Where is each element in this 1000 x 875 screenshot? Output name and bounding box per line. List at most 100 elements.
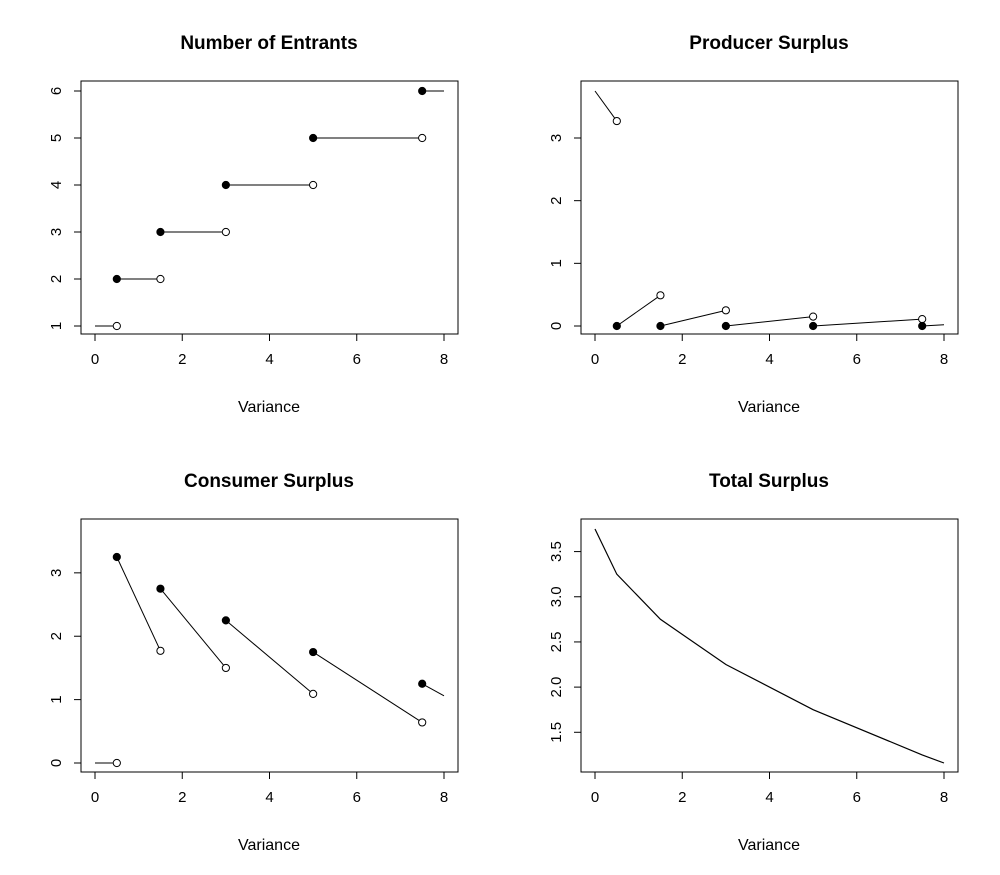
y-tick-label: 1 bbox=[48, 695, 65, 703]
open-point bbox=[221, 227, 230, 237]
x-axis-ticks: 0 2 4 6 8 bbox=[591, 772, 948, 806]
filled-point bbox=[156, 584, 165, 593]
y-tick-label: 1 bbox=[548, 259, 565, 267]
open-point bbox=[656, 291, 665, 300]
filled-point bbox=[918, 321, 927, 331]
x-tick-label: 4 bbox=[265, 789, 273, 806]
y-tick-label: 3 bbox=[48, 228, 65, 236]
filled-point bbox=[221, 180, 230, 190]
filled-point bbox=[418, 679, 427, 688]
series-line bbox=[594, 528, 945, 764]
x-tick-label: 4 bbox=[265, 351, 273, 368]
x-tick-label: 6 bbox=[353, 789, 361, 806]
data-marks bbox=[95, 552, 445, 768]
x-tick-label: 8 bbox=[440, 789, 448, 806]
series-segment bbox=[160, 588, 227, 669]
open-point bbox=[612, 116, 621, 126]
filled-point bbox=[809, 321, 818, 331]
panel-total-surplus: Total Surplus Variance 0 2 4 6 8 1.5 2.0 2.5 3.… bbox=[548, 471, 959, 854]
x-tick-label: 2 bbox=[178, 351, 186, 368]
x-tick-label: 6 bbox=[353, 351, 361, 368]
x-tick-label: 8 bbox=[940, 789, 948, 806]
series-segment bbox=[312, 651, 423, 723]
filled-point bbox=[612, 321, 621, 331]
open-point bbox=[309, 180, 318, 190]
open-point bbox=[156, 646, 165, 655]
filled-point bbox=[721, 321, 730, 331]
x-axis-label: Variance bbox=[238, 399, 300, 416]
x-tick-label: 8 bbox=[940, 351, 948, 368]
y-tick-label: 6 bbox=[48, 87, 65, 95]
x-tick-label: 2 bbox=[678, 789, 686, 806]
panel-title: Producer Surplus bbox=[689, 33, 848, 54]
filled-point bbox=[656, 321, 665, 331]
y-tick-label: 2.5 bbox=[548, 632, 565, 653]
x-tick-label: 8 bbox=[440, 351, 448, 368]
y-tick-label: 2 bbox=[548, 196, 565, 204]
open-point bbox=[418, 133, 427, 143]
filled-point bbox=[418, 86, 427, 96]
filled-point bbox=[309, 647, 318, 657]
open-point bbox=[809, 312, 818, 321]
open-point bbox=[156, 274, 165, 284]
open-point bbox=[721, 306, 730, 315]
x-tick-label: 4 bbox=[765, 789, 773, 806]
x-tick-label: 2 bbox=[678, 351, 686, 368]
x-tick-label: 6 bbox=[853, 789, 861, 806]
data-marks bbox=[95, 86, 444, 331]
y-tick-label: 0 bbox=[548, 322, 565, 330]
panel-consumer-surplus: Consumer Surplus Variance 0 2 4 6 8 0 1 2 3 bbox=[48, 471, 459, 854]
y-tick-label: 1 bbox=[48, 322, 65, 330]
y-tick-label: 4 bbox=[48, 181, 65, 189]
x-tick-label: 0 bbox=[91, 351, 99, 368]
series-segment bbox=[616, 294, 661, 327]
y-axis-ticks: 1 2 3 4 5 6 bbox=[48, 87, 81, 330]
series-segment bbox=[660, 309, 726, 327]
x-tick-label: 2 bbox=[178, 789, 186, 806]
y-tick-label: 5 bbox=[48, 134, 65, 142]
y-tick-label: 3 bbox=[548, 134, 565, 142]
y-axis-ticks: 0 1 2 3 bbox=[548, 134, 581, 330]
x-tick-label: 0 bbox=[591, 351, 599, 368]
series-segment bbox=[813, 318, 923, 327]
panel-number-of-entrants: Number of Entrants Variance 0 2 4 6 8 1 2 3 4 5 6 bbox=[48, 33, 459, 416]
y-tick-label: 1.5 bbox=[548, 722, 565, 743]
y-tick-label: 0 bbox=[48, 759, 65, 767]
x-axis-ticks: 0 2 4 6 8 bbox=[91, 772, 448, 806]
series-segment bbox=[116, 556, 161, 652]
panel-title: Total Surplus bbox=[709, 471, 829, 492]
y-tick-label: 2 bbox=[48, 632, 65, 640]
open-point bbox=[112, 321, 121, 331]
y-axis-ticks: 1.5 2.0 2.5 3.0 3.5 bbox=[548, 541, 581, 743]
filled-point bbox=[221, 616, 230, 625]
y-axis-ticks: 0 1 2 3 bbox=[48, 569, 81, 767]
open-point bbox=[112, 758, 121, 768]
x-axis-label: Variance bbox=[738, 837, 800, 854]
y-tick-label: 3.5 bbox=[548, 541, 565, 562]
x-tick-label: 0 bbox=[91, 789, 99, 806]
panel-producer-surplus: Producer Surplus Variance 0 2 4 6 8 0 1 2 3 bbox=[548, 33, 959, 416]
y-tick-label: 3.0 bbox=[548, 586, 565, 607]
x-tick-label: 6 bbox=[853, 351, 861, 368]
filled-point bbox=[309, 133, 318, 143]
x-axis-ticks: 0 2 4 6 8 bbox=[591, 334, 948, 368]
series-segment bbox=[725, 316, 814, 327]
filled-point bbox=[112, 552, 121, 562]
panel-title: Consumer Surplus bbox=[184, 471, 354, 492]
open-point bbox=[221, 663, 230, 673]
data-marks bbox=[594, 90, 945, 331]
series-segment bbox=[594, 90, 618, 122]
filled-point bbox=[112, 274, 121, 284]
panel-title: Number of Entrants bbox=[180, 33, 357, 54]
y-tick-label: 2 bbox=[48, 275, 65, 283]
open-point bbox=[918, 315, 927, 324]
y-tick-label: 3 bbox=[48, 569, 65, 577]
series-segment bbox=[421, 683, 445, 697]
x-axis-label: Variance bbox=[738, 399, 800, 416]
x-tick-label: 0 bbox=[591, 789, 599, 806]
filled-point bbox=[156, 227, 165, 237]
x-tick-label: 4 bbox=[765, 351, 773, 368]
data-marks bbox=[594, 528, 945, 764]
